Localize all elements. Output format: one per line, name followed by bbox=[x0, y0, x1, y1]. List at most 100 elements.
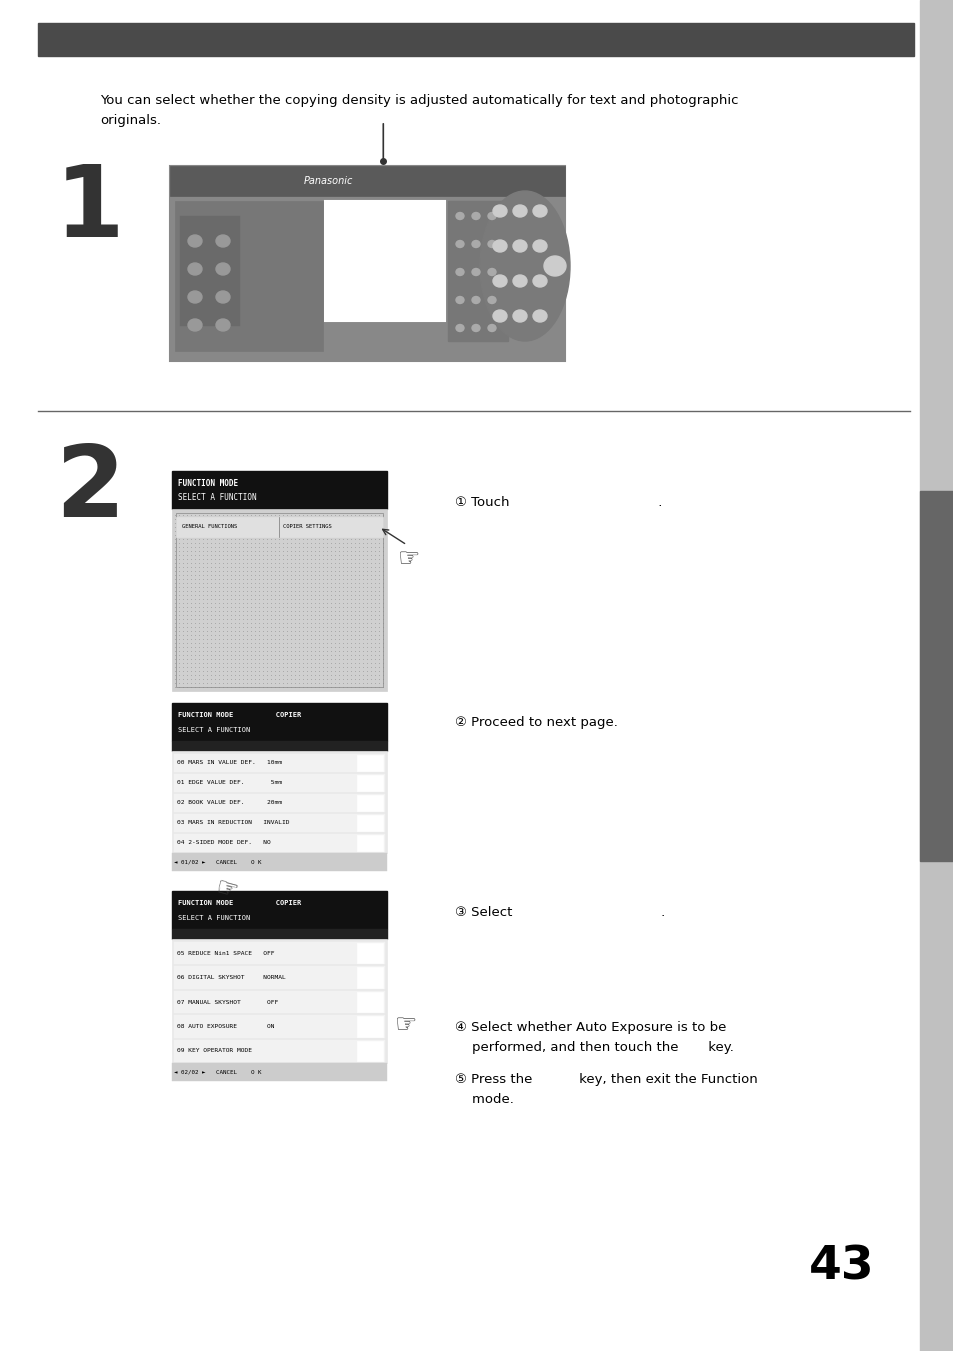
Bar bbox=[173, 815, 385, 832]
Text: FUNCTION MODE          COPIER: FUNCTION MODE COPIER bbox=[178, 712, 301, 717]
Text: 09 KEY OPERATOR MODE: 09 KEY OPERATOR MODE bbox=[177, 1048, 252, 1054]
Bar bbox=[356, 835, 382, 851]
Bar bbox=[38, 23, 913, 55]
Ellipse shape bbox=[488, 240, 496, 247]
Ellipse shape bbox=[472, 296, 479, 304]
Ellipse shape bbox=[493, 309, 506, 322]
Ellipse shape bbox=[456, 240, 463, 247]
Text: SELECT A FUNCTION: SELECT A FUNCTION bbox=[178, 727, 250, 734]
Ellipse shape bbox=[479, 190, 569, 340]
Ellipse shape bbox=[215, 290, 230, 303]
Ellipse shape bbox=[456, 324, 463, 331]
Text: COPIER SETTINGS: COPIER SETTINGS bbox=[283, 524, 332, 530]
Text: 43: 43 bbox=[808, 1244, 874, 1289]
Ellipse shape bbox=[456, 212, 463, 219]
Bar bbox=[172, 929, 387, 939]
Bar bbox=[173, 1015, 385, 1038]
Ellipse shape bbox=[170, 301, 230, 361]
Text: FUNCTION MODE          COPIER: FUNCTION MODE COPIER bbox=[178, 900, 301, 907]
Bar bbox=[173, 794, 385, 812]
Text: 05 REDUCE Nin1 SPACE   OFF: 05 REDUCE Nin1 SPACE OFF bbox=[177, 951, 274, 955]
Bar bbox=[173, 966, 385, 989]
Text: FUNCTION MODE: FUNCTION MODE bbox=[178, 478, 238, 488]
Ellipse shape bbox=[257, 305, 272, 317]
Bar bbox=[325, 201, 444, 322]
Ellipse shape bbox=[533, 205, 546, 218]
Ellipse shape bbox=[493, 276, 506, 286]
Ellipse shape bbox=[472, 324, 479, 331]
Bar bbox=[170, 166, 564, 196]
Ellipse shape bbox=[472, 240, 479, 247]
Text: 08 AUTO EXPOSURE        ON: 08 AUTO EXPOSURE ON bbox=[177, 1024, 274, 1029]
Text: ④ Select whether Auto Exposure is to be: ④ Select whether Auto Exposure is to be bbox=[455, 1021, 725, 1034]
Ellipse shape bbox=[257, 274, 272, 286]
Text: 00 MARS IN VALUE DEF.   10mm: 00 MARS IN VALUE DEF. 10mm bbox=[177, 761, 282, 766]
Text: SELECT A FUNCTION: SELECT A FUNCTION bbox=[178, 915, 250, 921]
Bar bbox=[172, 892, 387, 929]
Text: ☞: ☞ bbox=[213, 875, 241, 905]
Text: 2: 2 bbox=[55, 440, 125, 538]
Bar bbox=[172, 471, 387, 509]
Bar bbox=[174, 201, 323, 351]
Text: 06 DIGITAL SKYSHOT     NORMAL: 06 DIGITAL SKYSHOT NORMAL bbox=[177, 975, 286, 979]
Bar bbox=[356, 992, 382, 1012]
Text: ☞: ☞ bbox=[397, 547, 419, 571]
Bar bbox=[172, 740, 387, 751]
Bar bbox=[173, 754, 385, 771]
Text: Panasonic: Panasonic bbox=[303, 176, 353, 186]
Ellipse shape bbox=[513, 240, 526, 253]
Text: GENERAL FUNCTIONS: GENERAL FUNCTIONS bbox=[182, 524, 237, 530]
Ellipse shape bbox=[513, 276, 526, 286]
Bar bbox=[175, 513, 382, 688]
Text: originals.: originals. bbox=[100, 113, 161, 127]
Ellipse shape bbox=[472, 212, 479, 219]
Bar bbox=[172, 751, 387, 852]
Bar bbox=[356, 967, 382, 988]
Ellipse shape bbox=[513, 205, 526, 218]
Bar bbox=[172, 703, 387, 740]
Text: 07 MANUAL SKYSHOT       OFF: 07 MANUAL SKYSHOT OFF bbox=[177, 1000, 278, 1005]
Ellipse shape bbox=[188, 235, 202, 247]
Ellipse shape bbox=[493, 205, 506, 218]
Ellipse shape bbox=[543, 255, 565, 276]
Ellipse shape bbox=[215, 319, 230, 331]
Ellipse shape bbox=[488, 296, 496, 304]
Bar bbox=[356, 775, 382, 790]
Ellipse shape bbox=[188, 319, 202, 331]
Text: 04 2-SIDED MODE DEF.   NO: 04 2-SIDED MODE DEF. NO bbox=[177, 840, 271, 846]
Ellipse shape bbox=[472, 269, 479, 276]
Bar bbox=[356, 755, 382, 771]
Ellipse shape bbox=[533, 309, 546, 322]
Text: 1: 1 bbox=[55, 161, 125, 258]
Text: SELECT A FUNCTION: SELECT A FUNCTION bbox=[178, 493, 256, 503]
Text: ⑤ Press the           key, then exit the Function: ⑤ Press the key, then exit the Function bbox=[455, 1073, 757, 1086]
Bar bbox=[356, 1040, 382, 1061]
Bar bbox=[175, 517, 382, 536]
Text: ① Touch                                   .: ① Touch . bbox=[455, 496, 661, 509]
Text: ② Proceed to next page.: ② Proceed to next page. bbox=[455, 716, 618, 730]
Text: ◄ 02/02 ►   CANCEL    O K: ◄ 02/02 ► CANCEL O K bbox=[173, 1070, 261, 1074]
Text: performed, and then touch the       key.: performed, and then touch the key. bbox=[455, 1042, 733, 1054]
Bar bbox=[172, 509, 387, 690]
Bar bbox=[356, 943, 382, 963]
Bar bbox=[356, 815, 382, 831]
Text: mode.: mode. bbox=[455, 1093, 514, 1106]
Ellipse shape bbox=[456, 269, 463, 276]
Text: 02 BOOK VALUE DEF.      20mm: 02 BOOK VALUE DEF. 20mm bbox=[177, 801, 282, 805]
Text: 01 EDGE VALUE DEF.       5mm: 01 EDGE VALUE DEF. 5mm bbox=[177, 781, 282, 785]
Ellipse shape bbox=[215, 263, 230, 276]
Bar bbox=[356, 794, 382, 811]
Ellipse shape bbox=[488, 212, 496, 219]
Bar bbox=[172, 852, 387, 871]
Bar bbox=[173, 774, 385, 792]
Ellipse shape bbox=[188, 290, 202, 303]
Text: ③ Select                                   .: ③ Select . bbox=[455, 907, 664, 919]
Bar bbox=[919, 490, 953, 861]
Bar bbox=[180, 216, 240, 326]
Text: ☞: ☞ bbox=[395, 1013, 416, 1038]
Ellipse shape bbox=[257, 242, 272, 254]
Bar bbox=[170, 166, 564, 361]
Bar bbox=[356, 1016, 382, 1036]
Ellipse shape bbox=[513, 309, 526, 322]
Ellipse shape bbox=[488, 324, 496, 331]
